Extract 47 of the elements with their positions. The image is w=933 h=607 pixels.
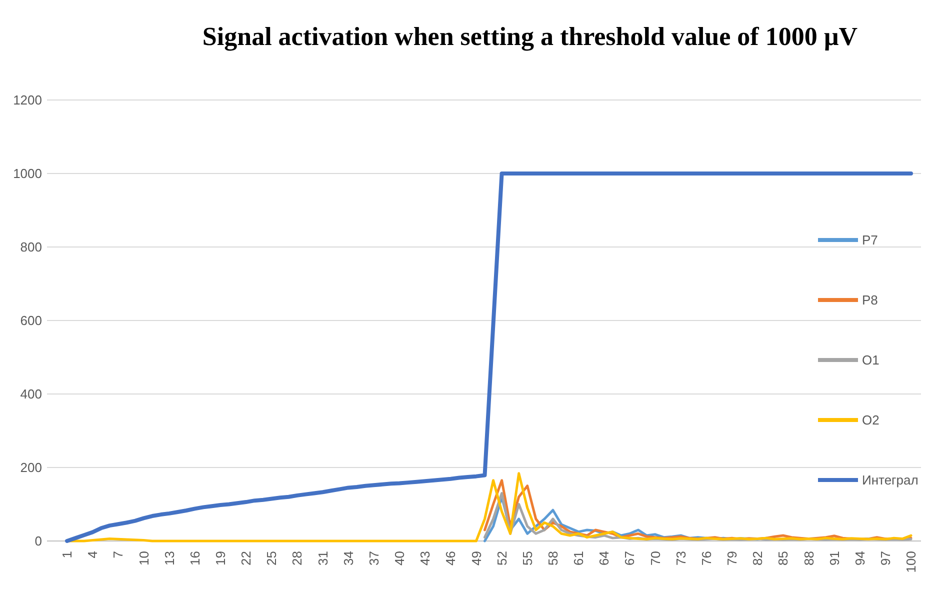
y-tick-label: 400 [20, 386, 42, 402]
legend-label: Интеграл [862, 472, 918, 488]
x-tick-label: 73 [673, 551, 688, 566]
y-tick-label: 600 [20, 313, 42, 328]
x-tick-label: 10 [136, 551, 152, 566]
y-tick-label: 1200 [13, 92, 42, 108]
x-tick-label: 97 [878, 551, 893, 566]
x-tick-label: 34 [340, 551, 356, 566]
x-tick-label: 82 [750, 551, 766, 566]
y-tick-label: 0 [34, 534, 42, 549]
legend-label: O2 [862, 412, 880, 428]
x-tick-label: 4 [85, 551, 100, 558]
legend-label: P7 [862, 232, 878, 248]
x-tick-label: 49 [468, 551, 484, 566]
x-tick-label: 1 [60, 551, 75, 558]
x-tick-label: 7 [110, 551, 126, 558]
x-tick-label: 25 [264, 551, 280, 566]
legend-label: P8 [862, 292, 878, 308]
x-tick-label: 22 [238, 551, 254, 566]
x-tick-label: 100 [904, 551, 919, 573]
x-tick-label: 58 [545, 551, 560, 566]
x-tick-label: 52 [494, 551, 510, 566]
x-tick-label: 40 [392, 551, 408, 566]
y-tick-label: 800 [20, 240, 42, 255]
x-tick-label: 76 [698, 551, 714, 566]
y-tick-label: 1000 [13, 166, 42, 182]
x-tick-label: 64 [596, 551, 612, 566]
x-tick-label: 46 [443, 551, 458, 566]
x-tick-label: 91 [826, 551, 842, 566]
x-tick-label: 70 [648, 551, 663, 566]
x-tick-label: 31 [315, 551, 330, 566]
x-tick-label: 94 [852, 551, 868, 566]
x-tick-label: 85 [776, 551, 791, 566]
x-tick-label: 55 [520, 551, 535, 566]
legend-label: O1 [862, 352, 880, 368]
x-tick-label: 79 [724, 551, 740, 566]
x-tick-label: 67 [622, 551, 638, 566]
x-tick-label: 28 [290, 551, 305, 566]
x-tick-label: 43 [418, 551, 433, 566]
x-tick-label: 37 [366, 551, 382, 566]
x-tick-label: 19 [213, 551, 228, 566]
x-tick-label: 16 [187, 551, 202, 566]
x-tick-label: 61 [571, 551, 586, 566]
x-tick-label: 88 [801, 551, 816, 566]
x-tick-label: 13 [162, 551, 177, 566]
y-tick-label: 200 [20, 460, 42, 476]
chart-title: Signal activation when setting a threshold value of 1000 µV [202, 22, 858, 51]
